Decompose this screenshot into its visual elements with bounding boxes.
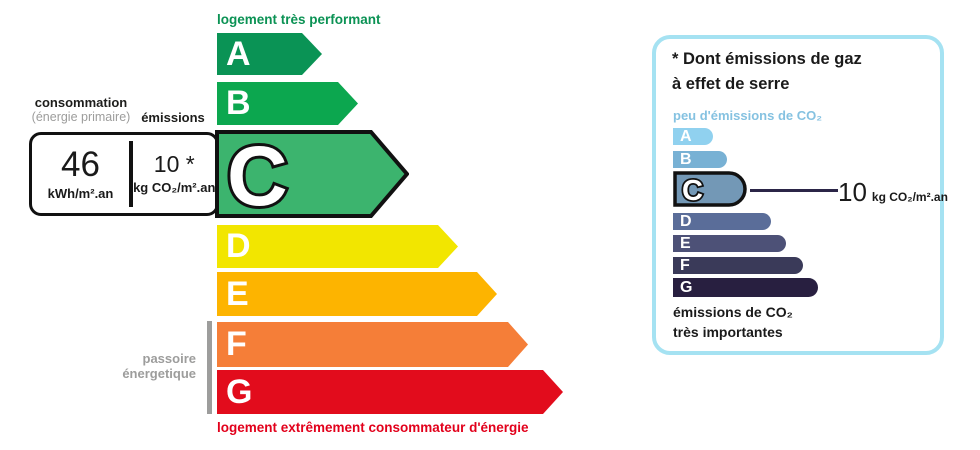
energy-class-letter-a: A [226,34,251,73]
emissions-header: émissions [141,110,205,125]
co2-callout-unit: kg CO₂/m².an [871,190,948,204]
co2-low-label: peu d'émissions de CO₂ [673,108,823,123]
consumption-unit: kWh/m².an [47,186,114,201]
energy-class-arrow-a: A [217,33,322,75]
co2-callout: 10 kg CO₂/m².an [838,177,948,208]
emissions-cell: 10 * kg CO₂/m².an [133,135,217,213]
bottom-caption: logement extrêmement consommateur d'éner… [217,420,529,435]
co2-letter-d: D [680,212,692,230]
energy-class-arrow-f: F [217,322,528,367]
co2-letter-b: B [680,150,692,168]
energy-sieve-bracket [207,321,212,414]
co2-current-class-shape [673,171,747,207]
energy-class-letter-f: F [226,325,247,363]
co2-current-class-bar: C [673,171,747,208]
top-caption: logement très performant [217,12,381,27]
co2-letter-e: E [680,234,691,252]
consumption-cell: 46 kWh/m².an [32,135,129,213]
energy-class-arrow-e: E [217,272,497,316]
energy-sieve-label-line1: passoire [142,351,196,366]
co2-letter-f: F [680,256,690,274]
energy-class-arrow-g: G [217,370,563,414]
consumption-header-label: consommation [34,95,128,110]
emissions-value: 10 * [153,151,195,177]
current-class-arrow-shape [215,130,409,218]
co2-callout-value: 10 [838,177,867,207]
energy-class-letter-d: D [226,227,251,265]
energy-sieve-label-line2: énergetique [122,366,196,382]
energy-class-arrow-d: D [217,225,458,268]
co2-letter-g: G [680,278,693,296]
values-box-divider [129,141,133,207]
co2-letter-a: A [680,127,692,145]
co2-bar-e: E [673,235,786,252]
energy-class-letter-b: B [226,84,251,122]
values-box: 46 kWh/m².an 10 * kg CO₂/m².an [29,132,219,216]
co2-panel-title-line2: à effet de serre [672,74,790,93]
current-class-arrow: C [215,130,409,218]
co2-high-label-line1: émissions de CO₂ [673,304,793,320]
energy-sieve-label: passoire énergetique [93,351,196,382]
co2-current-class-letter: C [682,175,703,207]
co2-bar-d: D [673,213,771,230]
consumption-header-sub: (énergie primaire) [31,110,131,125]
energy-class-arrow-b: B [217,82,358,125]
consumption-value: 46 [61,145,100,184]
co2-bar-b: B [673,151,727,168]
consumption-header: consommation (énergie primaire) [26,95,136,125]
co2-bar-a: A [673,128,713,145]
co2-bar-g: G [673,278,818,297]
co2-panel: * Dont émissions de gaz à effet de serre… [652,35,948,355]
co2-high-label: émissions de CO₂ très importantes [673,303,793,342]
co2-panel-title: * Dont émissions de gaz à effet de serre [672,47,862,97]
co2-callout-line [750,189,838,192]
energy-class-letter-g: G [226,372,253,411]
energy-class-letter-e: E [226,274,249,313]
current-class-letter: C [227,130,288,218]
co2-bar-f: F [673,257,803,274]
co2-panel-title-line1: * Dont émissions de gaz [672,50,862,68]
co2-high-label-line2: très importantes [673,323,783,340]
emissions-unit: kg CO₂/m².an [133,180,216,195]
